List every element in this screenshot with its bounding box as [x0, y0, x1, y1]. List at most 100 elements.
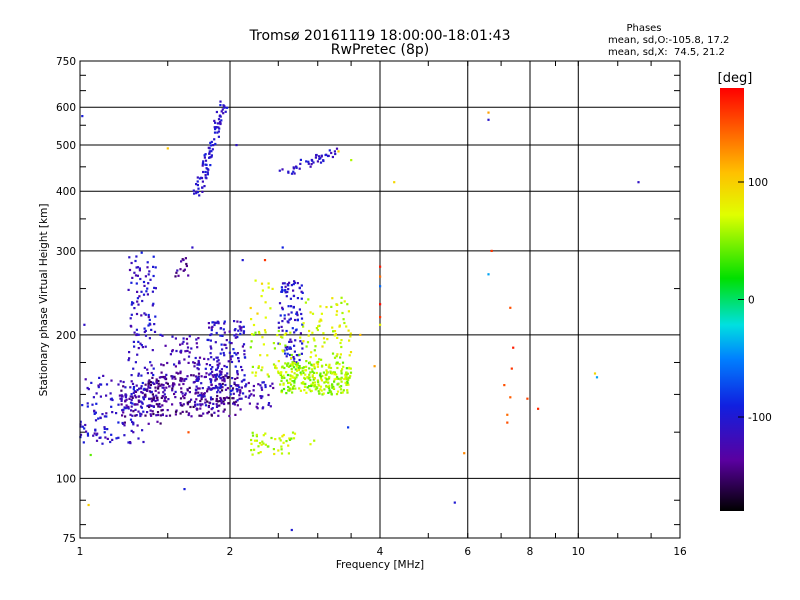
data-point [136, 274, 139, 277]
data-point [336, 390, 340, 393]
data-point [307, 298, 310, 301]
data-point [199, 407, 202, 410]
data-point [179, 379, 182, 382]
data-point [204, 404, 208, 407]
data-point [151, 304, 154, 307]
data-point [316, 365, 319, 368]
data-point [103, 431, 106, 434]
colorbar-tick-label: -100 [748, 412, 772, 424]
data-point [257, 365, 260, 368]
data-point [235, 333, 238, 336]
data-point [187, 401, 190, 404]
data-point [118, 394, 121, 397]
data-point [174, 413, 177, 416]
y-tick-label: 75 [63, 533, 76, 545]
data-point [329, 366, 333, 370]
data-point [311, 331, 314, 334]
data-point [287, 365, 290, 368]
data-point [239, 408, 242, 411]
data-point [138, 387, 141, 390]
data-point [335, 393, 339, 396]
data-point [227, 402, 230, 405]
data-point [186, 342, 189, 345]
data-point [184, 350, 187, 353]
data-point [236, 399, 239, 402]
data-point [161, 386, 164, 389]
data-point [257, 330, 261, 334]
data-point [255, 435, 258, 438]
data-point [332, 387, 335, 390]
data-point [133, 331, 136, 334]
data-point [281, 435, 284, 438]
data-point [145, 389, 149, 392]
data-point [212, 387, 215, 390]
data-point [85, 430, 88, 433]
data-point [185, 262, 188, 266]
data-point [339, 341, 342, 345]
data-point [223, 354, 226, 357]
data-point [186, 375, 189, 378]
data-point [217, 135, 220, 138]
data-point [308, 329, 311, 333]
data-point [284, 344, 287, 347]
data-point [300, 312, 303, 316]
data-point [93, 432, 96, 435]
data-point [340, 339, 343, 342]
data-point [181, 410, 184, 413]
data-point [233, 381, 236, 384]
data-point [301, 369, 304, 372]
x-tick-label: 4 [377, 546, 384, 558]
data-point [210, 329, 213, 332]
data-point [209, 144, 213, 147]
data-point [218, 400, 221, 403]
data-point [139, 400, 142, 403]
data-point [226, 372, 229, 375]
data-point [173, 363, 176, 366]
data-point [148, 379, 151, 382]
data-point [182, 382, 185, 386]
data-point [200, 375, 203, 378]
data-point [271, 382, 274, 385]
data-point [240, 326, 243, 329]
data-point [340, 377, 343, 380]
data-point [95, 392, 98, 395]
data-point [174, 377, 177, 380]
data-point [313, 385, 316, 388]
data-point [206, 400, 209, 403]
data-point [313, 439, 316, 442]
data-point [299, 340, 302, 343]
data-point [233, 329, 236, 332]
data-point [209, 372, 212, 375]
data-point [313, 339, 316, 342]
data-point [210, 140, 213, 143]
data-point [84, 378, 87, 381]
data-point [197, 376, 200, 379]
data-point [291, 380, 294, 383]
data-point [152, 412, 155, 416]
data-point [131, 301, 134, 304]
data-point [310, 363, 313, 366]
data-point [197, 361, 200, 364]
data-point [187, 355, 191, 358]
data-point [272, 363, 276, 366]
data-point [318, 358, 321, 361]
data-point [230, 342, 233, 345]
data-point [206, 388, 209, 391]
data-point [149, 409, 152, 412]
data-point [302, 325, 305, 328]
data-point [217, 126, 220, 129]
data-point [327, 391, 330, 394]
data-point [195, 183, 198, 186]
data-point [215, 331, 218, 335]
data-point [215, 110, 218, 114]
data-point [292, 294, 296, 297]
data-point [297, 366, 300, 369]
data-point [90, 381, 93, 384]
data-point [83, 323, 86, 326]
data-point [150, 371, 153, 375]
data-point [183, 397, 186, 400]
data-point [345, 383, 348, 386]
data-point [189, 405, 192, 409]
data-point [98, 436, 101, 439]
data-point [142, 396, 145, 399]
